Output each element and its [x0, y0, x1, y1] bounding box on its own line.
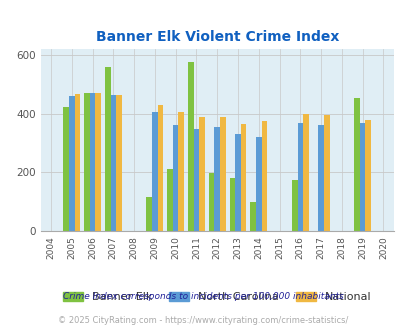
Bar: [84, 93, 90, 231]
Bar: [208, 173, 214, 231]
Bar: [250, 202, 255, 231]
Bar: [69, 96, 75, 231]
Bar: [229, 178, 234, 231]
Bar: [199, 117, 205, 231]
Bar: [220, 117, 225, 231]
Bar: [146, 197, 152, 231]
Bar: [95, 92, 101, 231]
Bar: [318, 125, 323, 231]
Bar: [63, 107, 69, 231]
Bar: [354, 98, 359, 231]
Bar: [303, 114, 308, 231]
Bar: [173, 125, 178, 231]
Bar: [110, 95, 116, 231]
Bar: [297, 123, 303, 231]
Bar: [167, 169, 173, 231]
Bar: [188, 62, 193, 231]
Bar: [193, 129, 199, 231]
Bar: [364, 120, 370, 231]
Bar: [214, 127, 220, 231]
Bar: [152, 113, 157, 231]
Bar: [104, 67, 110, 231]
Bar: [323, 115, 329, 231]
Bar: [157, 105, 163, 231]
Bar: [75, 94, 80, 231]
Bar: [240, 124, 246, 231]
Bar: [261, 121, 266, 231]
Bar: [116, 95, 121, 231]
Text: Crime Index corresponds to incidents per 100,000 inhabitants: Crime Index corresponds to incidents per…: [62, 292, 343, 301]
Bar: [291, 180, 297, 231]
Text: © 2025 CityRating.com - https://www.cityrating.com/crime-statistics/: © 2025 CityRating.com - https://www.city…: [58, 316, 347, 325]
Bar: [90, 93, 95, 231]
Bar: [255, 137, 261, 231]
Bar: [234, 134, 240, 231]
Legend: Banner Elk, North Carolina, National: Banner Elk, North Carolina, National: [59, 287, 375, 307]
Bar: [359, 123, 364, 231]
Title: Banner Elk Violent Crime Index: Banner Elk Violent Crime Index: [95, 30, 338, 44]
Bar: [178, 113, 183, 231]
